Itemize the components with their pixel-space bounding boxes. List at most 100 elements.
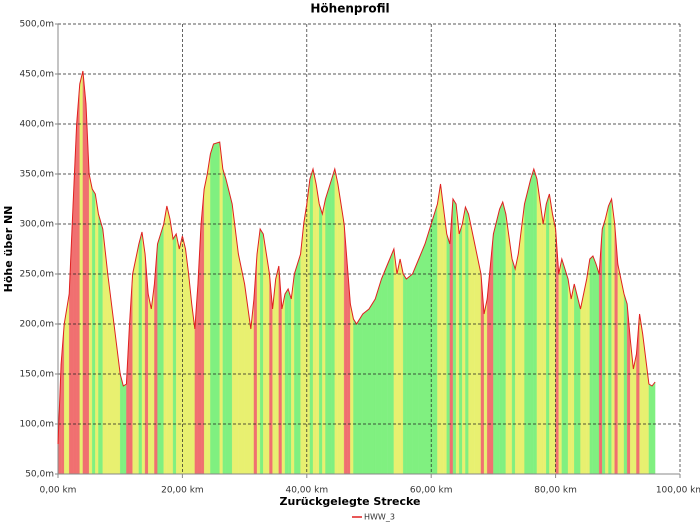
y-tick-label: 250,0m (19, 270, 54, 280)
slope-fill (300, 223, 304, 475)
slope-fill (319, 203, 323, 475)
slope-fill (244, 283, 251, 475)
slope-fill (176, 233, 180, 475)
slope-fill (571, 283, 575, 475)
slope-fill (294, 263, 298, 475)
slope-fill (567, 278, 572, 475)
slope-fill (633, 353, 637, 475)
slope-fill (630, 338, 634, 475)
y-tick-label: 400,0m (19, 120, 54, 130)
x-tick-label: 20,00 km (161, 486, 204, 496)
slope-fill (424, 223, 432, 475)
slope-fill (98, 213, 103, 475)
slope-fill (207, 153, 211, 475)
y-tick-label: 300,0m (19, 220, 54, 230)
x-tick-label: 60,00 km (410, 486, 453, 496)
slope-fill (459, 223, 463, 475)
slope-fill (639, 313, 643, 475)
slope-fill (356, 313, 363, 475)
slope-fill (123, 383, 127, 475)
slope-fill (135, 243, 140, 475)
slope-fill (222, 168, 227, 475)
slope-fill (536, 178, 544, 475)
slope-fill (303, 203, 307, 475)
slope-fill (79, 70, 84, 475)
slope-fill (275, 265, 279, 475)
slope-fill (82, 70, 87, 475)
slope-fill (399, 258, 404, 475)
slope-fill (309, 168, 314, 475)
slope-fill (440, 183, 444, 475)
slope-fill (95, 193, 99, 475)
y-tick-label: 150,0m (19, 370, 54, 380)
slope-fill (259, 228, 264, 475)
slope-fill (455, 203, 460, 475)
legend-label: HWW_3 (364, 513, 395, 522)
slope-fill (315, 183, 320, 475)
slope-fill (431, 203, 438, 475)
slope-fill (393, 248, 398, 475)
slope-fill (148, 293, 152, 475)
slope-fill (499, 201, 503, 475)
y-tick-label: 350,0m (19, 170, 54, 180)
slope-fill (651, 381, 656, 475)
slope-fill (322, 198, 326, 475)
slope-fill (256, 228, 261, 475)
slope-fill (166, 205, 171, 475)
slope-fill (157, 223, 164, 475)
slope-fill (182, 235, 186, 475)
slope-fill (511, 258, 516, 475)
slope-fill (92, 188, 96, 475)
slope-fill (225, 178, 233, 475)
slope-fill (530, 168, 534, 475)
slope-fill (350, 303, 354, 475)
slope-fill (608, 198, 612, 475)
slope-fill (543, 203, 547, 475)
slope-fill (151, 283, 155, 475)
slope-fill (602, 218, 606, 475)
x-tick-label: 0,00 km (40, 486, 77, 496)
slope-fill (418, 243, 426, 475)
y-tick-label: 100,0m (19, 420, 54, 430)
slope-fill (368, 298, 376, 475)
slope-fill (617, 263, 625, 475)
slope-fill (141, 231, 146, 475)
slope-fill (605, 205, 609, 475)
slope-fill (169, 218, 174, 475)
slope-fill (586, 258, 590, 475)
y-tick-label: 200,0m (19, 320, 54, 330)
slope-fill (502, 201, 506, 475)
y-axis-title: Höhe über NN (2, 206, 15, 293)
slope-fill (524, 178, 531, 475)
slope-fill (132, 258, 136, 475)
slope-fill (623, 293, 628, 475)
slope-fill (163, 205, 168, 475)
profile-line (57, 70, 656, 445)
slope-fill (648, 383, 653, 475)
x-axis-title: Zurückgelegte Strecke (280, 495, 421, 508)
slope-fill (574, 283, 581, 475)
area-fill (57, 70, 656, 475)
slope-fill (325, 178, 332, 475)
slope-fill (580, 278, 587, 475)
y-tick-label: 50,0m (25, 470, 54, 480)
slope-fill (138, 231, 143, 475)
slope-fill (281, 293, 286, 475)
slope-fill (306, 178, 311, 475)
slope-fill (452, 198, 457, 475)
slope-fill (558, 258, 562, 475)
slope-fill (331, 168, 335, 475)
slope-fill (592, 255, 597, 475)
slope-fill (238, 253, 245, 475)
slope-fill (172, 233, 177, 475)
slope-fill (443, 208, 447, 475)
slope-fill (375, 278, 382, 475)
slope-fill (546, 193, 550, 475)
slope-fill (412, 258, 419, 475)
slope-fill (210, 143, 214, 475)
slope-fill (387, 248, 395, 475)
slope-fill (493, 208, 500, 475)
slope-fill (462, 206, 466, 475)
slope-fill (353, 318, 357, 475)
